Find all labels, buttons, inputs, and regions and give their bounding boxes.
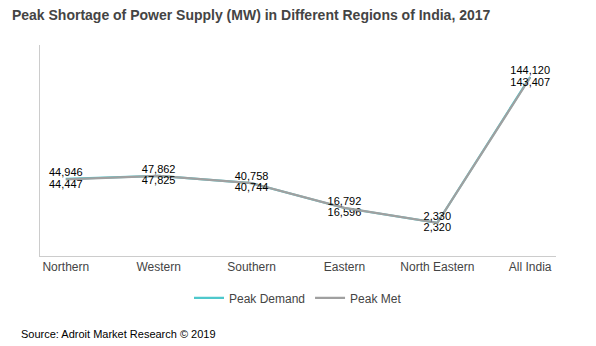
svg-text:Peak Demand: Peak Demand: [229, 292, 305, 306]
svg-text:Eastern: Eastern: [324, 260, 365, 274]
svg-text:47,862: 47,862: [142, 163, 176, 175]
svg-text:Southern: Southern: [227, 260, 276, 274]
svg-text:144,120: 144,120: [510, 64, 550, 76]
svg-text:44,946: 44,946: [49, 166, 83, 178]
svg-text:47,825: 47,825: [142, 174, 176, 186]
svg-text:143,407: 143,407: [510, 76, 550, 88]
svg-text:All India: All India: [509, 260, 552, 274]
svg-text:North Eastern: North Eastern: [400, 260, 474, 274]
svg-text:16,792: 16,792: [328, 195, 362, 207]
svg-text:16,596: 16,596: [328, 206, 362, 218]
svg-text:2,330: 2,330: [424, 210, 452, 222]
svg-text:44,447: 44,447: [49, 178, 83, 190]
svg-text:Source: Adroit Market Research: Source: Adroit Market Research © 2019: [21, 328, 216, 340]
svg-text:Peak Met: Peak Met: [350, 292, 401, 306]
svg-text:Northern: Northern: [42, 260, 89, 274]
svg-text:2,320: 2,320: [424, 221, 452, 233]
svg-text:Peak Shortage of Power Supply: Peak Shortage of Power Supply (MW) in Di…: [12, 7, 491, 23]
svg-text:Western: Western: [136, 260, 180, 274]
svg-text:40,758: 40,758: [235, 170, 269, 182]
svg-text:40,744: 40,744: [235, 181, 269, 193]
